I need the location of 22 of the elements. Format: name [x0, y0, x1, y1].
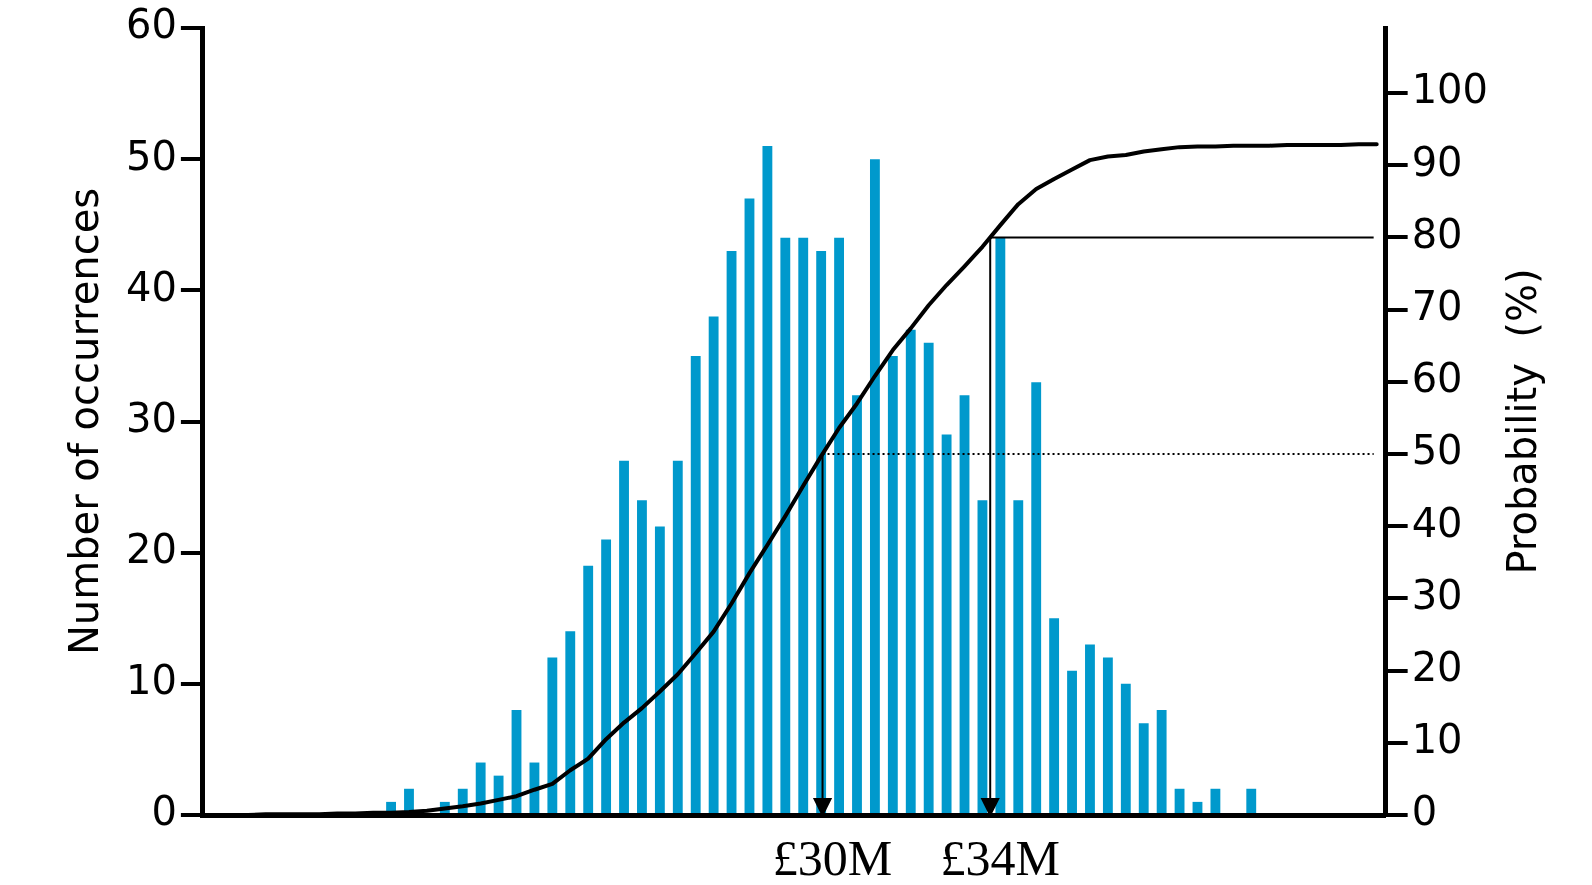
y2-tick-label: 40: [1411, 499, 1463, 546]
y2-tick-label: 0: [1411, 788, 1438, 835]
y-tick-label: 60: [125, 1, 177, 48]
y2-tick-label: 50: [1411, 427, 1463, 474]
y2-tick-label: 60: [1411, 355, 1463, 402]
y-tick-label: 30: [125, 394, 177, 441]
y-tick-label: 20: [125, 526, 177, 573]
text: £34M: [940, 830, 1060, 885]
y-tick-label: 40: [125, 263, 177, 310]
y2-axis-title: Probability (%): [1499, 268, 1546, 575]
y2-tick-label: 30: [1411, 571, 1463, 618]
y2-tick-label: 10: [1411, 716, 1463, 763]
text: £30M: [772, 830, 893, 885]
y2-tick-label: 80: [1411, 210, 1463, 257]
y2-tick-label: 20: [1411, 643, 1463, 690]
y-tick-label: 10: [125, 657, 177, 704]
y-tick-label: 0: [151, 788, 177, 835]
y2-tick-label: 90: [1411, 138, 1463, 185]
y2-tick-label: 70: [1411, 282, 1463, 329]
y-tick-label: 50: [125, 132, 177, 179]
y-axis-title: Number of occurrences: [61, 187, 108, 656]
y2-tick-label: 100: [1411, 66, 1489, 113]
